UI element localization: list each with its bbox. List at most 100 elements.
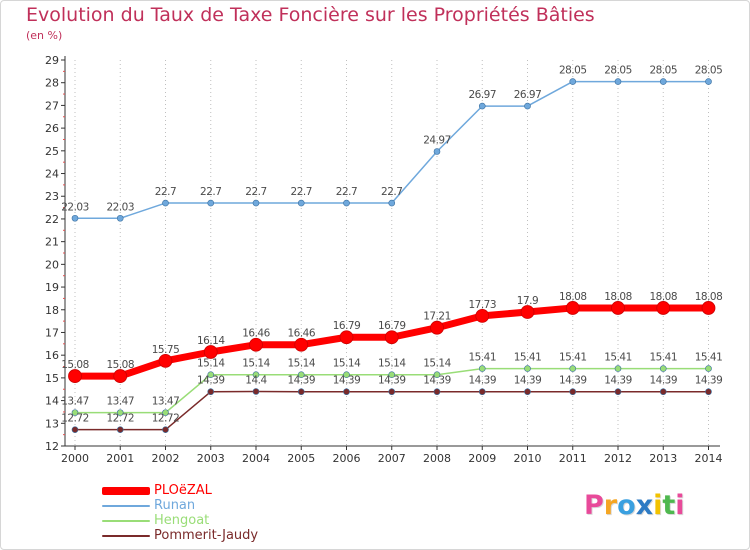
y-tick-label: 16 <box>45 349 59 362</box>
legend-swatch <box>102 519 150 522</box>
legend-label: Pommerit-Jaudy <box>154 528 259 543</box>
data-label: 22.03 <box>61 201 89 213</box>
data-label: 16.46 <box>287 328 315 340</box>
data-point <box>297 199 305 207</box>
data-label: 17.21 <box>423 311 451 323</box>
data-label: 16.46 <box>242 328 270 340</box>
data-point <box>520 305 535 319</box>
data-point <box>701 301 716 315</box>
data-label: 16.14 <box>197 335 225 347</box>
data-point <box>116 426 124 433</box>
data-point <box>252 371 260 379</box>
logo-letter: t <box>662 490 676 521</box>
x-tick-label: 2014 <box>695 452 723 465</box>
y-tick-label: 17 <box>45 326 59 339</box>
data-label: 15.41 <box>649 352 677 364</box>
data-label: 13.47 <box>152 396 180 408</box>
data-point <box>659 78 667 85</box>
x-tick-label: 2001 <box>106 452 134 465</box>
data-point <box>71 426 79 433</box>
y-tick-label: 19 <box>45 281 59 294</box>
data-point <box>524 365 531 372</box>
data-point <box>659 388 667 396</box>
data-point <box>207 199 215 207</box>
logo-letter: r <box>603 490 618 521</box>
data-point <box>203 345 218 359</box>
y-tick-label: 23 <box>45 190 59 203</box>
y-tick-label: 25 <box>45 145 59 158</box>
data-label: 28.05 <box>649 65 677 77</box>
data-point <box>339 330 354 345</box>
legend-item: Pommerit-Jaudy <box>102 528 258 543</box>
data-label: 22.7 <box>381 186 402 198</box>
data-point <box>433 388 441 396</box>
data-label: 15.41 <box>468 352 496 364</box>
data-label: 15.41 <box>695 352 723 364</box>
x-tick-label: 2011 <box>559 452 587 465</box>
data-label: 22.7 <box>245 186 266 198</box>
data-point <box>343 199 350 207</box>
y-tick-label: 21 <box>45 236 59 249</box>
y-tick-label: 14 <box>45 395 59 408</box>
data-point <box>478 102 486 110</box>
data-label: 26.97 <box>514 89 542 101</box>
data-label: 14.39 <box>333 375 361 387</box>
data-label: 14.39 <box>287 375 315 387</box>
data-label: 15.08 <box>106 359 134 371</box>
data-point <box>614 78 622 85</box>
data-label: 14.39 <box>604 375 632 387</box>
data-label: 15.41 <box>514 352 542 364</box>
data-point <box>569 365 577 372</box>
data-point <box>158 353 173 368</box>
data-label: 15.14 <box>333 358 361 370</box>
y-tick-label: 22 <box>45 213 59 226</box>
data-point <box>343 388 350 396</box>
x-tick-label: 2007 <box>378 452 406 465</box>
data-label: 12.72 <box>152 413 180 425</box>
data-point <box>116 214 124 222</box>
legend-item: PLOëZAL <box>102 483 258 498</box>
data-point <box>611 301 625 315</box>
data-point <box>297 388 305 396</box>
data-label: 17.73 <box>468 299 496 311</box>
data-label: 18.08 <box>604 291 632 303</box>
data-label: 15.41 <box>604 352 632 364</box>
legend-label: Hengoat <box>154 513 210 528</box>
data-label: 14.39 <box>423 375 451 387</box>
y-tick-label: 12 <box>45 440 59 453</box>
data-label: 26.97 <box>468 89 496 101</box>
data-label: 14.39 <box>468 375 496 387</box>
data-point <box>524 388 531 396</box>
data-label: 22.7 <box>155 186 176 198</box>
data-label: 28.05 <box>559 65 587 77</box>
x-tick-label: 2012 <box>604 452 632 465</box>
data-label: 15.14 <box>197 358 225 370</box>
data-label: 14.39 <box>197 375 225 387</box>
data-point <box>207 388 215 396</box>
data-label: 14.39 <box>514 375 542 387</box>
data-point <box>68 369 82 383</box>
data-point <box>614 365 622 372</box>
data-label: 22.7 <box>200 186 221 198</box>
data-label: 22.7 <box>291 186 312 198</box>
data-point <box>705 388 712 396</box>
data-point <box>388 388 396 396</box>
data-point <box>478 365 486 372</box>
data-label: 22.03 <box>106 201 134 213</box>
data-label: 28.05 <box>604 65 632 77</box>
data-point <box>478 388 486 396</box>
data-label: 24.97 <box>423 135 451 147</box>
data-point <box>162 199 169 207</box>
data-label: 15.14 <box>287 358 315 370</box>
data-point <box>388 199 396 207</box>
data-label: 14.39 <box>378 375 406 387</box>
data-point <box>71 214 79 222</box>
x-tick-label: 2005 <box>287 452 315 465</box>
chart-subtitle: (en %) <box>26 29 63 42</box>
logo-letter: i <box>653 490 663 521</box>
chart-title: Evolution du Taux de Taxe Foncière sur l… <box>26 4 595 26</box>
legend-swatch <box>102 534 150 537</box>
data-label: 14.39 <box>695 375 723 387</box>
data-label: 14.39 <box>559 375 587 387</box>
x-tick-label: 2004 <box>242 452 270 465</box>
